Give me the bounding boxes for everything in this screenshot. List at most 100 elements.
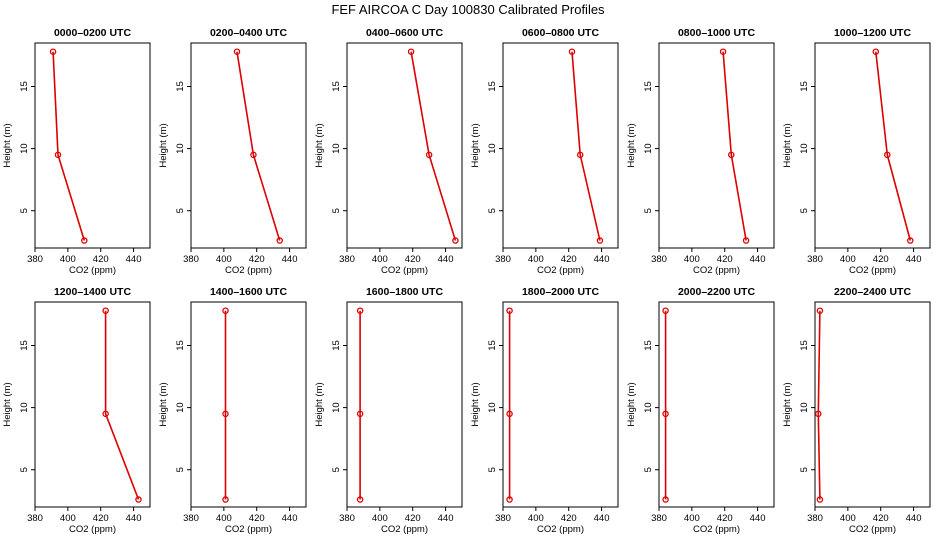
profile-point — [815, 410, 822, 418]
x-axis-label: CO2 (ppm) — [693, 524, 740, 535]
profile-point — [222, 496, 229, 503]
x-tick-label: 400 — [216, 254, 232, 265]
profile-line — [817, 310, 821, 500]
x-tick-label: 440 — [282, 513, 298, 524]
panel-title: 2000–2200 UTC — [678, 286, 755, 298]
y-tick-label: 15 — [331, 81, 342, 92]
panel-title: 1600–1800 UTC — [366, 286, 443, 298]
y-tick-label: 15 — [487, 340, 498, 351]
y-axis-label: Height (m) — [2, 382, 13, 426]
x-tick-label: 420 — [717, 254, 733, 265]
profile-panel: 2000–2200 UTC 380 400 420 440 5 10 15 CO2 (ppm) H… — [626, 286, 775, 535]
y-tick-label: 10 — [175, 143, 186, 154]
x-tick-label: 440 — [750, 254, 766, 265]
x-axis-label: CO2 (ppm) — [225, 265, 272, 276]
x-axis-label: CO2 (ppm) — [693, 265, 740, 276]
x-tick-label: 440 — [438, 254, 454, 265]
x-tick-label: 400 — [372, 513, 388, 524]
y-axis-label: Height (m) — [470, 382, 481, 426]
profile-panel: 1000–1200 UTC 380 400 420 440 5 10 15 CO2 (ppm) H… — [782, 27, 931, 276]
y-tick-label: 5 — [331, 467, 342, 472]
profile-point — [568, 48, 576, 55]
x-tick-label: 380 — [807, 513, 823, 524]
x-tick-label: 420 — [405, 513, 421, 524]
y-tick-label: 10 — [175, 402, 186, 413]
plot-frame — [502, 42, 619, 249]
x-tick-label: 380 — [651, 513, 667, 524]
profile-point — [816, 496, 824, 503]
profile-point — [81, 237, 88, 244]
x-tick-label: 420 — [249, 513, 265, 524]
panel-title: 0200–0400 UTC — [210, 27, 287, 39]
profile-point — [54, 151, 62, 159]
x-tick-label: 440 — [282, 254, 298, 265]
y-tick-label: 5 — [487, 208, 498, 213]
y-tick-label: 10 — [799, 143, 810, 154]
y-axis-label: Height (m) — [782, 123, 793, 167]
y-axis-label: Height (m) — [470, 123, 481, 167]
x-axis-label: CO2 (ppm) — [537, 524, 584, 535]
y-tick-label: 15 — [175, 340, 186, 351]
panel-title: 1800–2000 UTC — [522, 286, 599, 298]
profile-point — [884, 151, 891, 159]
profile-point — [576, 151, 584, 159]
profile-panel: 0400–0600 UTC 380 400 420 440 5 10 15 CO2 (ppm) H… — [314, 27, 463, 276]
x-tick-label: 440 — [594, 254, 610, 265]
y-axis-label: Height (m) — [314, 382, 325, 426]
x-tick-label: 440 — [594, 513, 610, 524]
profile-line — [571, 51, 601, 241]
profile-point — [135, 496, 142, 503]
x-tick-label: 440 — [126, 513, 142, 524]
y-tick-label: 15 — [175, 81, 186, 92]
y-tick-label: 10 — [643, 143, 654, 154]
profile-line — [52, 51, 86, 241]
x-tick-label: 400 — [684, 254, 700, 265]
plot-frame — [814, 42, 931, 249]
x-tick-label: 420 — [93, 513, 109, 524]
x-tick-label: 400 — [372, 254, 388, 265]
y-tick-label: 5 — [487, 467, 498, 472]
panel-title: 0600–0800 UTC — [522, 27, 599, 39]
profile-point — [222, 410, 229, 418]
profile-point — [742, 237, 750, 244]
profile-point — [233, 48, 241, 55]
profile-point — [506, 410, 513, 418]
x-tick-label: 380 — [183, 254, 199, 265]
profile-panel: 2200–2400 UTC 380 400 420 440 5 10 15 CO2 (ppm) H… — [782, 286, 931, 535]
profile-point — [662, 496, 669, 503]
profile-point — [728, 151, 735, 159]
y-axis-label: Height (m) — [626, 382, 637, 426]
x-tick-label: 440 — [906, 254, 922, 265]
y-tick-label: 5 — [799, 208, 810, 213]
x-tick-label: 380 — [807, 254, 823, 265]
x-tick-label: 380 — [339, 513, 355, 524]
profile-point — [452, 237, 459, 244]
x-tick-label: 440 — [438, 513, 454, 524]
x-axis-label: CO2 (ppm) — [225, 524, 272, 535]
panel-title: 1000–1200 UTC — [834, 27, 911, 39]
x-tick-label: 400 — [840, 513, 856, 524]
profile-point — [222, 307, 229, 314]
y-axis-label: Height (m) — [158, 382, 169, 426]
panel-title: 0800–1000 UTC — [678, 27, 755, 39]
y-tick-label: 5 — [643, 208, 654, 213]
profile-point — [356, 307, 364, 314]
profile-panel: 1800–2000 UTC 380 400 420 440 5 10 15 CO2 (ppm) H… — [470, 286, 619, 535]
figure-title: FEF AIRCOA C Day 100830 Calibrated Profi… — [331, 2, 605, 17]
x-tick-label: 420 — [873, 254, 889, 265]
y-tick-label: 10 — [799, 402, 810, 413]
y-tick-label: 5 — [19, 208, 30, 213]
x-axis-label: CO2 (ppm) — [69, 265, 116, 276]
x-tick-label: 380 — [495, 513, 511, 524]
y-tick-label: 15 — [331, 340, 342, 351]
y-tick-label: 5 — [799, 467, 810, 472]
y-tick-label: 10 — [487, 402, 498, 413]
x-tick-label: 420 — [249, 254, 265, 265]
panel-title: 2200–2400 UTC — [834, 286, 911, 298]
profile-point — [506, 307, 513, 314]
profile-point — [407, 48, 415, 55]
profile-point — [276, 237, 283, 244]
panel-title: 0400–0600 UTC — [366, 27, 443, 39]
y-tick-label: 10 — [331, 143, 342, 154]
profile-point — [102, 307, 109, 314]
